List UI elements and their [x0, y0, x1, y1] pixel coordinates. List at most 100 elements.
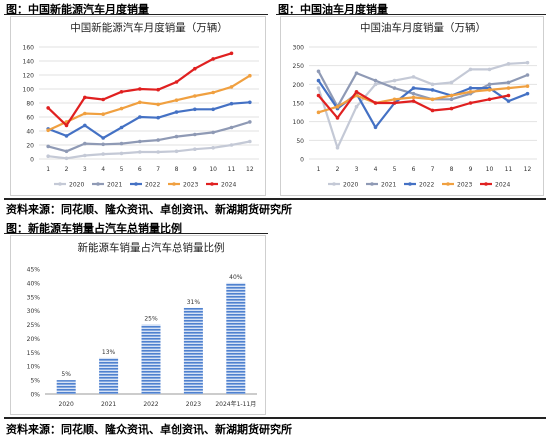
ice-chart-series-2023-point-10 — [487, 88, 492, 92]
nev-chart-ytick-label-2: 40 — [26, 129, 34, 136]
ice-chart-legend-marker-2023 — [446, 182, 450, 186]
nev-chart-ytick-label-0: 0 — [30, 157, 34, 164]
nev-chart-series-2021-point-11 — [229, 125, 234, 130]
nev-chart-series-2024-point-5 — [119, 90, 124, 94]
ice-chart-series-2024-point-4 — [373, 101, 378, 105]
share-chart-ytick-label-9: 45% — [27, 267, 41, 274]
nev-chart-series-2023-point-1 — [46, 128, 50, 133]
nev-chart-series-2024-point-8 — [174, 80, 179, 84]
ice-chart-series-2021-point-11 — [506, 80, 511, 85]
source-1-text: 资料来源：同花顺、隆众资讯、卓创资讯、新湖期货研究所 — [6, 203, 292, 216]
ice-chart-xtick-label-9: 10 — [486, 166, 494, 173]
nev-chart-series-2023-line — [47, 74, 251, 132]
ice-chart-ytick-label-4: 200 — [293, 82, 305, 89]
nev-chart-series-2021-point-12 — [248, 120, 252, 124]
ice-chart-series-2022-point-7 — [430, 88, 435, 92]
share-chart-ytick-label-3: 15% — [27, 350, 41, 357]
nev-chart-legend-label-2020: 2020 — [69, 182, 84, 189]
figure-2-caption: 图：中国油车月度销量 — [278, 3, 388, 16]
figure-2-rule — [276, 14, 546, 15]
nev-chart-series-2023-point-4 — [101, 112, 105, 116]
ice-chart-series-2023-point-1 — [316, 110, 321, 115]
ice-chart-xtick-label-10: 11 — [505, 166, 513, 173]
ice-chart-legend-label-2024: 2024 — [495, 182, 510, 189]
figure-1-caption: 图：中国新能源汽车月度销量 — [6, 3, 149, 16]
nev-chart-series-2021-point-9 — [193, 132, 197, 137]
ice-chart-series-2024-point-2 — [335, 116, 340, 120]
nev-chart-legend-marker-2023 — [172, 182, 176, 186]
ice-chart-series-2021-point-8 — [449, 97, 454, 102]
ice-chart-series-2023-point-6 — [411, 95, 416, 100]
nev-chart-series-2022-point-8 — [174, 110, 179, 114]
share-chart-title: 新能源车销量占汽车总销量比例 — [78, 241, 225, 254]
nev-chart-series-2021-point-3 — [83, 141, 87, 146]
ice-chart-xtick-label-1: 2 — [336, 166, 340, 173]
ice-chart-series-2021-point-3 — [354, 71, 359, 75]
ice-chart-ytick-label-5: 250 — [293, 63, 305, 70]
share-chart-ytick-label-5: 25% — [27, 322, 41, 329]
nev-chart-ytick-label-7: 140 — [23, 59, 35, 66]
ice-chart-series-2022-point-9 — [468, 86, 473, 90]
share-chart-ytick-label-7: 35% — [27, 294, 41, 301]
share-chart-value-label-2022: 25% — [144, 316, 158, 323]
ice-chart-series-2024-point-9 — [468, 101, 473, 105]
ice-chart-series-2023-point-11 — [506, 86, 511, 90]
nev-chart-xtick-label-0: 1 — [46, 166, 50, 173]
nev-chart-legend-label-2022: 2022 — [145, 182, 160, 189]
nev-chart-ytick-label-5: 100 — [23, 87, 35, 94]
ice-chart-series-2020-point-6 — [411, 75, 416, 79]
ice-chart-series-2021-point-1 — [316, 69, 321, 74]
ice-chart-series-2020-line — [317, 61, 528, 149]
share-chart-value-label-2023: 31% — [187, 299, 201, 306]
nev-chart-series-2023-point-5 — [119, 106, 124, 111]
nev-chart-ytick-label-1: 20 — [26, 143, 34, 150]
nev-chart-series-2024-point-3 — [83, 95, 87, 100]
source-2-rule — [4, 417, 546, 419]
nev-chart-series-2020-point-2 — [64, 156, 69, 161]
share-chart-value-label-2021: 13% — [102, 349, 116, 356]
nev-chart-xtick-label-1: 2 — [65, 166, 69, 173]
ice-chart-legend-label-2022: 2022 — [419, 182, 434, 189]
nev-chart-series-2020-point-4 — [101, 152, 105, 156]
nev-chart-series-2020-point-6 — [138, 150, 142, 154]
nev-chart-series-2024-point-7 — [156, 87, 160, 92]
ice-chart-series-2020-point-3 — [354, 104, 359, 109]
nev-chart-series-2020-point-8 — [174, 149, 179, 154]
share-chart-value-label-2020: 5% — [61, 371, 71, 378]
ice-chart-series-2022-point-11 — [506, 99, 511, 103]
share-chart-bar-2023 — [183, 307, 203, 394]
ice-chart-legend-label-2021: 2021 — [381, 182, 396, 189]
ice-chart-xtick-label-2: 3 — [355, 166, 359, 173]
ice-chart-ytick-label-6: 300 — [293, 45, 305, 52]
ice-chart-legend-label-2023: 2023 — [457, 182, 472, 189]
ice-chart-series-2022-point-12 — [525, 91, 530, 96]
share-chart-xtick-label-0: 2020 — [59, 401, 74, 408]
nev-chart-series-2022-point-3 — [83, 123, 87, 128]
nev-chart-series-2022-point-7 — [156, 115, 160, 120]
nev-chart-legend-marker-2021 — [96, 182, 100, 186]
share-chart-bar-2022 — [141, 324, 161, 394]
ice-chart-series-2024-point-8 — [449, 106, 454, 111]
figure-3-caption: 图：新能源车销量占汽车总销量比例 — [6, 222, 182, 235]
ice-chart-series-2022-point-4 — [373, 125, 378, 130]
share-chart-xtick-label-1: 2021 — [101, 401, 116, 408]
nev-chart-series-2024-point-2 — [64, 123, 69, 128]
nev-chart-series-2020-line — [48, 140, 251, 160]
ice-chart-series-2024-point-10 — [487, 97, 492, 102]
nev-chart-series-2022-point-6 — [138, 115, 142, 119]
ice-chart-title: 中国油车月度销量（万辆） — [360, 21, 486, 34]
ice-chart-xtick-label-4: 5 — [393, 166, 397, 173]
nev-chart-series-2021-point-8 — [174, 134, 179, 139]
ice-chart-series-2020-point-5 — [392, 78, 397, 83]
ice-chart-series-2023-point-9 — [468, 90, 473, 94]
nev-chart-series-2021-point-2 — [64, 149, 69, 154]
ice-chart-series-2021-point-6 — [411, 91, 416, 96]
nev-chart-series-2022-point-11 — [229, 101, 234, 106]
ice-chart-series-2020-point-2 — [335, 146, 340, 150]
nev-chart-series-2021-point-5 — [119, 141, 124, 146]
nev-chart-xtick-label-4: 5 — [120, 166, 124, 173]
nev-chart-series-2023-point-10 — [211, 90, 215, 95]
nev-chart-series-2020-point-11 — [229, 143, 234, 147]
ice-chart-ytick-label-0: 0 — [300, 157, 304, 164]
